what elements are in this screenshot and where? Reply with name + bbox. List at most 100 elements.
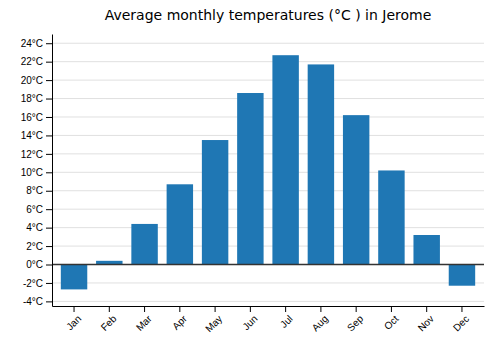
grid-line (52, 282, 484, 283)
grid-line (52, 80, 484, 81)
grid-line (52, 209, 484, 210)
x-axis-line (53, 306, 485, 307)
bar (449, 265, 475, 286)
x-tick: Aug (310, 306, 330, 333)
x-tick-mark (285, 306, 286, 312)
y-tick: 2°C (26, 241, 52, 252)
y-tick: 0°C (26, 259, 52, 270)
y-tick-mark (46, 117, 52, 118)
y-tick: 4°C (26, 222, 52, 233)
x-tick-label: Aug (310, 313, 330, 333)
bar (61, 265, 87, 290)
y-tick-mark (46, 99, 52, 100)
y-tick-label: -4°C (23, 296, 43, 307)
x-tick-label: Jul (278, 313, 295, 330)
bar (237, 93, 263, 264)
x-tick-label: Oct (382, 313, 401, 332)
x-tick: Dec (451, 306, 471, 333)
y-tick-label: 20°C (21, 75, 43, 86)
x-tick: Jul (278, 306, 295, 330)
bars (61, 55, 475, 289)
y-tick: 14°C (21, 130, 52, 141)
grid (52, 43, 484, 301)
y-tick: 20°C (21, 75, 52, 86)
y-tick: 6°C (26, 204, 52, 215)
y-tick-mark (46, 246, 52, 247)
x-tick-mark (426, 306, 427, 312)
x-tick: Mar (134, 306, 154, 333)
x-tick-label: Dec (451, 313, 471, 333)
x-axis: Jan Feb Mar Apr May Jun Jul Aug Sep Oct Nov Dec (53, 306, 485, 334)
x-tick: Feb (99, 306, 119, 333)
x-tick-label: May (203, 313, 224, 334)
y-tick-mark (46, 209, 52, 210)
title: Average monthly temperatures (°C ) in Je… (105, 7, 432, 23)
y-tick-mark (46, 135, 52, 136)
y-tick-mark (46, 62, 52, 63)
x-tick: Sep (345, 306, 366, 333)
grid-line (52, 135, 484, 136)
y-tick: -2°C (23, 278, 52, 289)
y-tick-label: 22°C (21, 56, 43, 67)
y-tick-mark (46, 265, 52, 266)
grid-line (52, 264, 484, 265)
y-tick: 16°C (21, 112, 52, 123)
x-tick-mark (144, 306, 145, 312)
y-tick-mark (46, 301, 52, 302)
grid-line (52, 98, 484, 99)
x-tick-label: Mar (134, 313, 154, 333)
y-tick-label: 18°C (21, 93, 43, 104)
y-tick-label: 24°C (21, 38, 43, 49)
y-axis: -4°C -2°C 0°C 2°C 4°C 6°C 8°C 10°C 12°C 14°C 16°C 1… (21, 35, 53, 308)
x-tick: Apr (170, 306, 189, 332)
y-tick: 8°C (26, 185, 52, 196)
y-tick-label: 10°C (21, 167, 43, 178)
y-tick-label: 16°C (21, 112, 43, 123)
grid-line (52, 43, 484, 44)
grid-line (52, 116, 484, 117)
grid-line (52, 172, 484, 173)
zero-line (52, 264, 484, 266)
bar (131, 224, 157, 265)
bar (202, 140, 228, 264)
x-tick-mark (356, 306, 357, 312)
y-tick: 12°C (21, 149, 52, 160)
bar (413, 235, 439, 265)
y-tick-mark (46, 283, 52, 284)
x-tick-mark (250, 306, 251, 312)
x-tick-label: Jan (64, 313, 83, 332)
x-tick-mark (74, 306, 75, 312)
y-tick-label: 12°C (21, 149, 43, 160)
x-tick-mark (215, 306, 216, 312)
bar (378, 170, 404, 264)
x-tick-label: Jun (240, 313, 259, 332)
y-axis-line (52, 35, 53, 307)
y-tick-label: 8°C (26, 185, 43, 196)
grid-line (52, 227, 484, 228)
x-tick: Nov (416, 306, 436, 333)
y-tick-label: 4°C (26, 222, 43, 233)
bar (272, 55, 298, 264)
x-tick-mark (320, 306, 321, 312)
y-tick-mark (46, 172, 52, 173)
y-tick: 24°C (21, 38, 52, 49)
y-tick-mark (46, 80, 52, 81)
grid-line (52, 61, 484, 62)
x-tick-label: Nov (416, 313, 436, 333)
x-tick: Jan (64, 306, 83, 332)
x-tick-mark (461, 306, 462, 312)
grid-line (52, 190, 484, 191)
bar (308, 64, 334, 264)
y-tick: 22°C (21, 56, 52, 67)
x-tick-mark (179, 306, 180, 312)
y-tick: -4°C (23, 296, 52, 307)
y-tick-mark (46, 43, 52, 44)
y-tick-label: -2°C (23, 278, 43, 289)
y-tick-label: 2°C (26, 241, 43, 252)
grid-line (52, 153, 484, 154)
chart: -4°C -2°C 0°C 2°C 4°C 6°C 8°C 10°C 12°C 14°C 16°C 1… (0, 0, 500, 350)
y-tick-mark (46, 228, 52, 229)
y-tick: 10°C (21, 167, 52, 178)
x-tick: Jun (240, 306, 259, 332)
x-tick-label: Apr (170, 313, 189, 332)
